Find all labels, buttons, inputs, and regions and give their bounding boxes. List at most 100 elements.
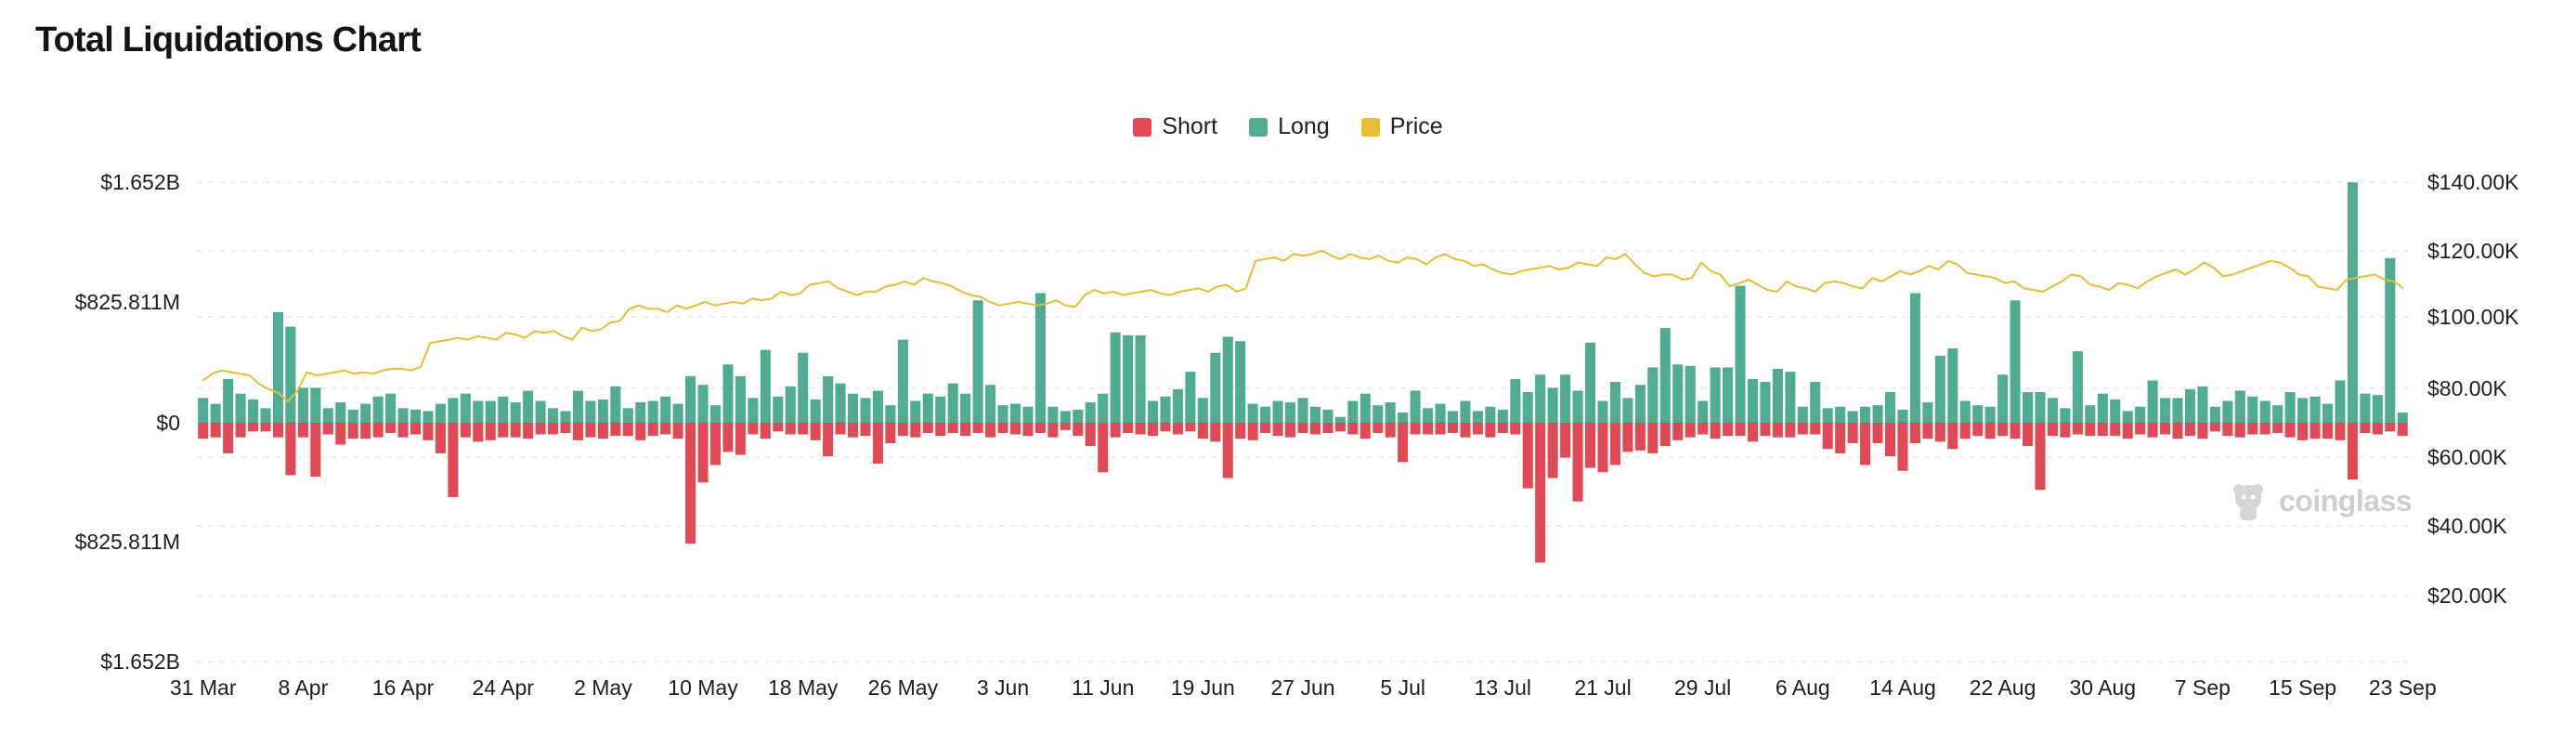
legend-item-price[interactable]: Price [1360,113,1443,140]
short-bar [473,423,484,442]
long-bar [1510,378,1521,423]
long-bar [285,326,296,423]
long-bar [748,398,759,423]
short-bar [922,423,933,433]
short-bar [685,423,696,544]
short-bar [735,423,746,455]
short-bar [198,423,209,439]
short-bar [798,423,809,435]
short-bar [2160,423,2171,435]
short-bar [1510,423,1521,435]
short-bar [2072,423,2083,435]
long-bar [510,402,521,423]
long-bar [1060,411,1071,423]
short-bar [2122,423,2133,439]
short-bar [610,423,621,437]
long-bar [1185,372,1196,423]
short-bar [1922,423,1933,439]
short-bar [2197,423,2208,439]
chart-title: Total Liquidations Chart [35,20,422,59]
short-bar [835,423,846,435]
short-bar [635,423,646,440]
x-axis-tick-label: 29 Jul [1674,675,1731,700]
x-axis-tick-label: 24 Apr [472,675,534,700]
x-axis-tick-label: 14 Aug [1869,675,1936,700]
short-bar [322,423,333,435]
long-bar [1547,387,1558,423]
legend-swatch-long [1249,117,1268,137]
long-bar [735,375,746,423]
price-line [202,249,2404,402]
short-bar [2184,423,2196,437]
long-bar [660,396,671,423]
long-bar [1497,409,1508,423]
short-bar [1760,423,1771,437]
legend-item-short[interactable]: Short [1133,113,1217,140]
long-bar [1760,382,1771,423]
left-axis-tick-label: $1.652B [100,649,180,674]
long-bar [2284,392,2296,423]
short-bar [260,423,271,432]
long-bar [1772,368,1783,423]
long-bar [2047,398,2058,423]
legend-label-short: Short [1162,113,1218,139]
long-bar [2309,396,2321,423]
long-bar [1147,400,1159,423]
legend-item-long[interactable]: Long [1249,113,1330,140]
short-bar [1884,423,1896,457]
short-bar [622,423,633,437]
short-bar [1685,423,1696,438]
short-bar [997,423,1008,433]
short-bar [448,423,459,497]
short-bar [1572,423,1583,502]
long-bar [2010,300,2021,423]
short-bar [1723,423,1734,437]
axis-labels: $1.652B $825.811M $0 $825.811M $1.652B $140.0… [75,170,2520,700]
short-bar [1297,423,1308,433]
right-axis-tick-label: $100.00K [2427,305,2519,329]
short-bar [360,423,371,439]
right-axis-tick-label: $60.00K [2427,445,2507,469]
long-bar [448,398,459,423]
long-bar [335,402,346,423]
long-bar [1123,334,1134,423]
long-bar [2234,390,2245,423]
short-bar [1647,423,1659,453]
short-bar [1909,423,1920,443]
long-bar [1560,374,1571,423]
long-bar [1360,393,1371,423]
short-bar [1022,423,1034,437]
long-bar [635,402,646,423]
long-bar [548,408,559,423]
long-bar [1022,406,1034,423]
long-bar [223,378,234,423]
short-bar [985,423,996,438]
short-bar [510,423,521,438]
long-bar [2060,408,2071,423]
short-bar [1934,423,1945,442]
short-bar [672,423,683,439]
long-bar [2085,405,2096,423]
long-bar [709,405,722,423]
long-bar [1235,341,1246,423]
long-bar [372,396,384,423]
long-bar [1334,416,1346,423]
short-bar [1322,423,1334,433]
short-bar [347,423,358,439]
short-bar [272,423,283,438]
long-bar [722,364,734,423]
long-bar [1247,403,1258,423]
short-bar [297,423,308,438]
long-bar [2222,400,2233,423]
long-bar [2097,393,2108,423]
long-bar [1847,411,1858,423]
short-bar [1235,423,1246,439]
short-bar [460,423,471,438]
long-bar [1835,406,1846,423]
short-bar [2360,423,2371,433]
long-bar [1659,328,1671,423]
x-axis-tick-label: 13 Jul [1475,675,1531,700]
x-axis-tick-label: 31 Mar [170,675,237,700]
short-bar [885,423,896,443]
short-bar [2347,423,2358,480]
